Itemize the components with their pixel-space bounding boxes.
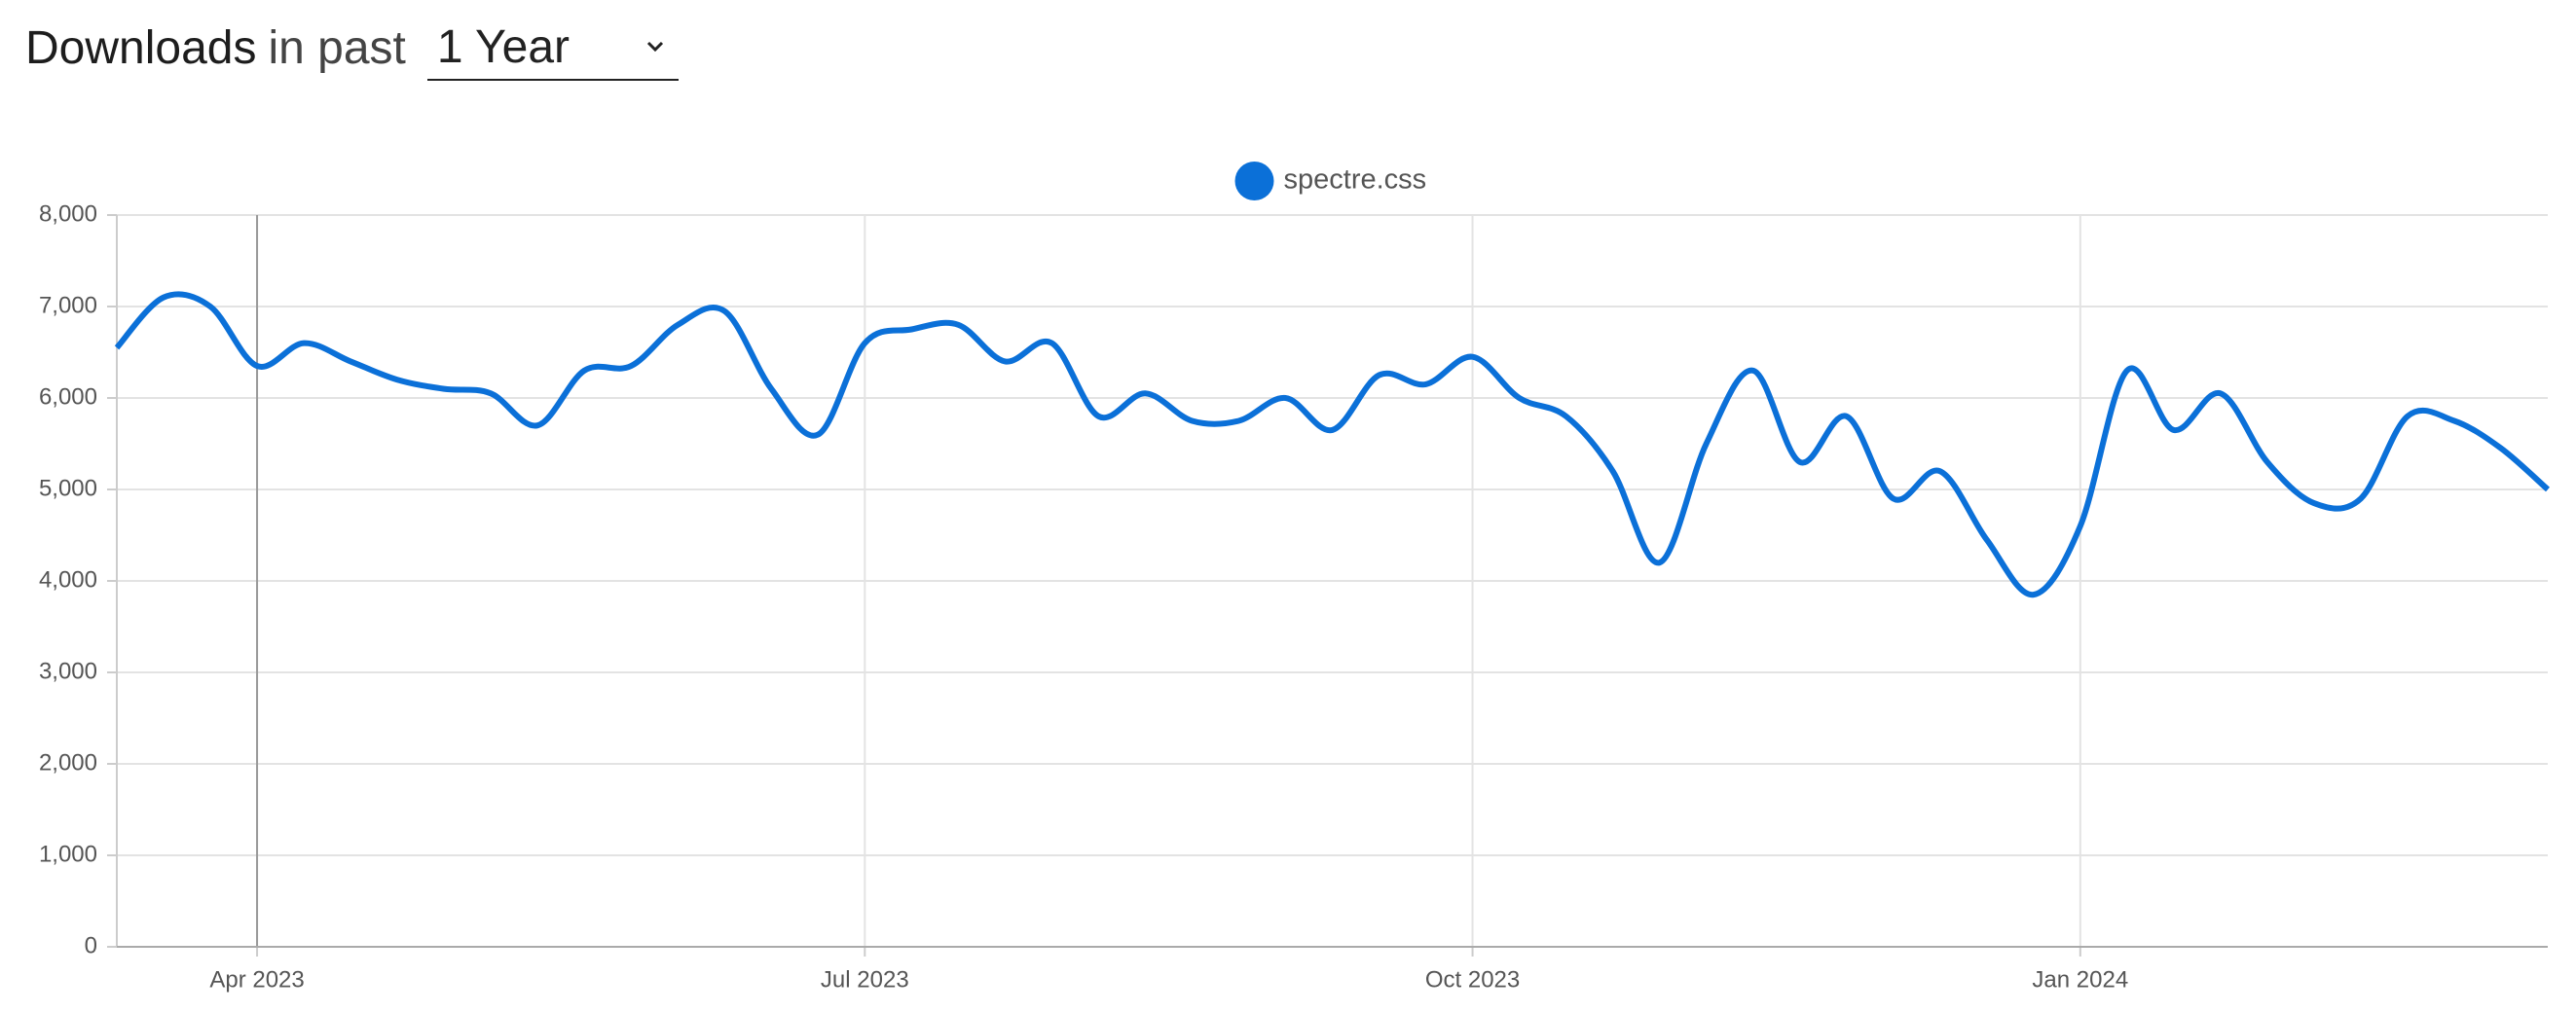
period-select[interactable]: 1 Year: [426, 15, 679, 81]
y-tick-label: 0: [85, 932, 97, 958]
y-tick-label: 5,000: [39, 475, 97, 501]
x-tick-label: Jul 2023: [821, 966, 909, 993]
y-tick-label: 8,000: [39, 200, 97, 227]
x-tick-label: Apr 2023: [209, 966, 304, 993]
legend-marker: [1234, 162, 1274, 200]
y-tick-label: 2,000: [39, 749, 97, 776]
header: Downloads in past 1 Year: [25, 14, 679, 82]
y-tick-label: 7,000: [39, 292, 97, 318]
y-tick-label: 4,000: [39, 566, 97, 593]
subtitle: in past: [268, 21, 406, 74]
chevron: [646, 41, 663, 53]
y-tick-label: 3,000: [39, 658, 97, 684]
legend-label: spectre.css: [1284, 164, 1427, 196]
title: Downloads: [25, 21, 257, 74]
y-tick-label: 1,000: [39, 841, 97, 867]
x-tick-label: Jan 2024: [2032, 966, 2128, 993]
y-tick-label: 6,000: [39, 383, 97, 410]
x-tick-label: Oct 2023: [1425, 966, 1520, 993]
period-value: 1 Year: [436, 20, 570, 73]
series-line: [114, 291, 2550, 598]
